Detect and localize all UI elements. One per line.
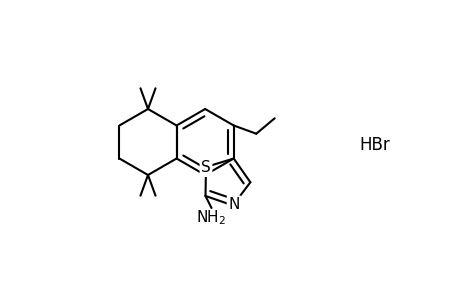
Text: S: S bbox=[201, 160, 210, 175]
Text: N: N bbox=[228, 197, 239, 212]
Text: HBr: HBr bbox=[359, 136, 390, 154]
Text: NH$_2$: NH$_2$ bbox=[196, 208, 226, 227]
